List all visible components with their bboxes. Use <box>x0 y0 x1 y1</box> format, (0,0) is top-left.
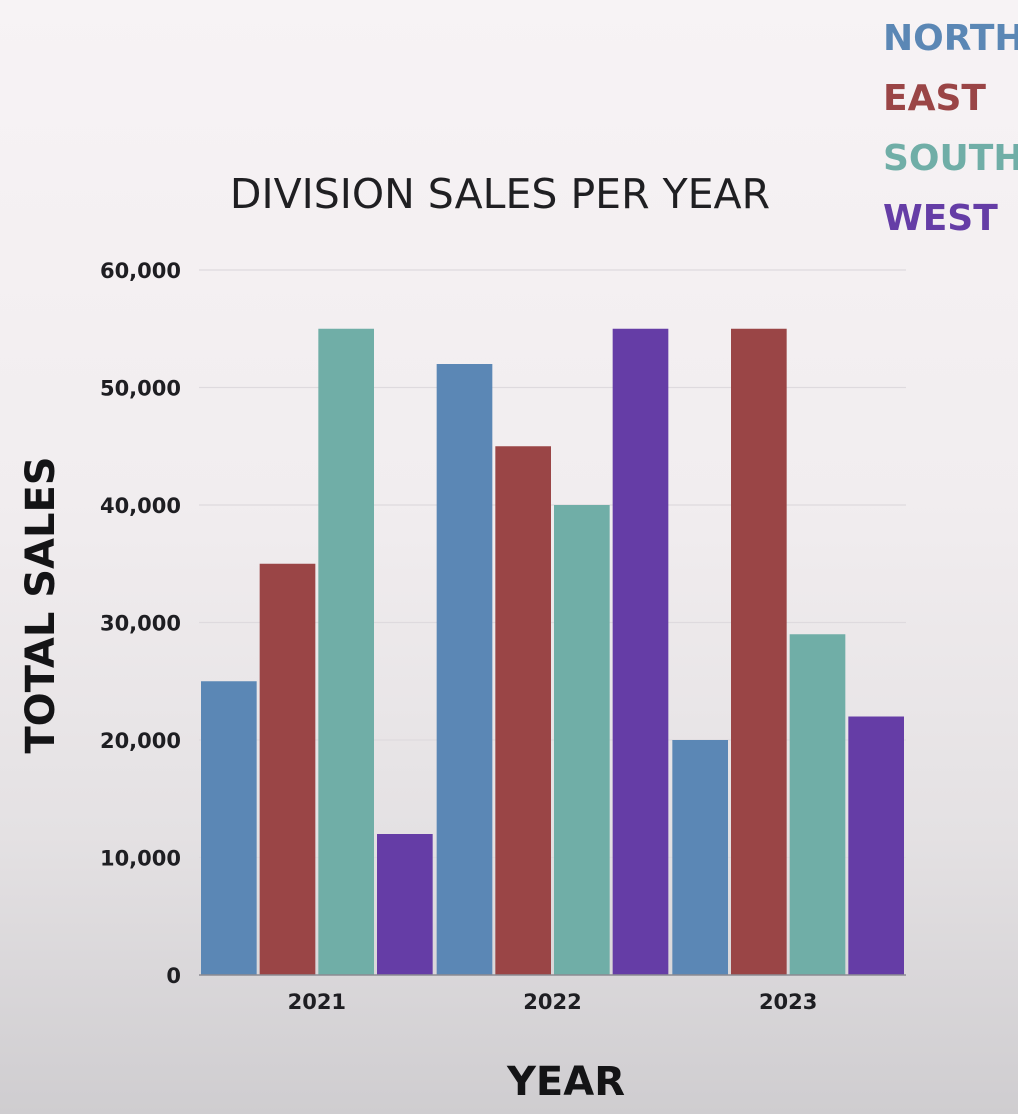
gridlines <box>199 269 906 859</box>
y-tick-label: 60,000 <box>100 259 181 283</box>
bar-east-2023 <box>731 328 787 975</box>
chart-title: DIVISION SALES PER YEAR <box>230 170 770 218</box>
legend-item-east: EAST <box>883 78 986 119</box>
y-tick-label: 10,000 <box>100 847 181 871</box>
y-tick-label: 30,000 <box>100 612 181 636</box>
bar-west-2023 <box>848 716 904 975</box>
bar-south-2021 <box>318 328 374 975</box>
bar-west-2022 <box>612 328 669 975</box>
y-tick-label: 20,000 <box>100 729 181 753</box>
bar-west-2021 <box>377 834 433 975</box>
x-tick-label: 2021 <box>288 990 346 1014</box>
legend: NORTH EAST SOUTH WEST <box>883 18 1018 239</box>
legend-item-south: SOUTH <box>883 138 1018 179</box>
bar-north-2021 <box>201 681 257 975</box>
bar-east-2022 <box>495 446 551 975</box>
x-axis-title: YEAR <box>506 1059 625 1105</box>
bars <box>201 328 904 975</box>
bar-east-2021 <box>259 563 316 975</box>
y-tick-label: 40,000 <box>100 494 181 518</box>
y-axis-title: TOTAL SALES <box>18 456 64 753</box>
y-tick-labels: 0 10,000 20,000 30,000 40,000 50,000 60,000 <box>100 259 181 988</box>
y-tick-label: 50,000 <box>100 377 181 401</box>
bar-south-2022 <box>554 505 610 975</box>
x-tick-label: 2023 <box>759 990 817 1014</box>
bar-north-2022 <box>436 364 493 975</box>
legend-item-north: NORTH <box>883 18 1018 59</box>
x-tick-label: 2022 <box>523 990 581 1014</box>
bar-south-2023 <box>789 634 846 975</box>
legend-item-west: WEST <box>883 198 998 239</box>
bar-north-2023 <box>672 740 728 975</box>
x-tick-labels: 2021 2022 2023 <box>288 990 818 1014</box>
y-tick-label: 0 <box>166 964 181 988</box>
